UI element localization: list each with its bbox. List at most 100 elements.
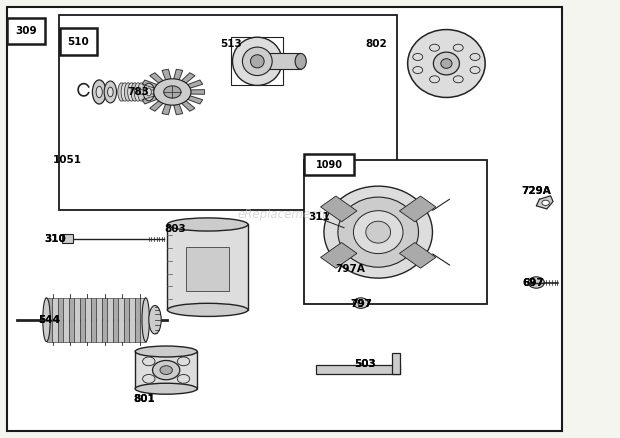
Ellipse shape: [43, 298, 50, 342]
Ellipse shape: [125, 83, 132, 101]
Text: 803: 803: [164, 224, 186, 233]
Circle shape: [528, 277, 544, 288]
Ellipse shape: [366, 221, 391, 243]
Bar: [7, 18, 45, 44]
Ellipse shape: [138, 83, 145, 101]
Circle shape: [430, 76, 440, 83]
Ellipse shape: [167, 304, 248, 317]
Bar: [59, 15, 397, 210]
Ellipse shape: [121, 83, 128, 101]
Ellipse shape: [142, 298, 149, 342]
Bar: [7, 7, 562, 431]
Ellipse shape: [143, 83, 154, 101]
Text: 729A: 729A: [521, 186, 551, 195]
Polygon shape: [182, 73, 195, 83]
Text: 544: 544: [38, 315, 60, 325]
Circle shape: [153, 360, 180, 380]
Polygon shape: [150, 73, 163, 83]
Bar: [74, 298, 79, 342]
Circle shape: [470, 67, 480, 74]
Bar: [129, 298, 135, 342]
Ellipse shape: [128, 83, 135, 101]
Bar: [118, 298, 123, 342]
Ellipse shape: [135, 83, 142, 101]
Circle shape: [453, 76, 463, 83]
Bar: [140, 298, 146, 342]
Text: eReplacementParts.com: eReplacementParts.com: [238, 208, 382, 221]
Bar: [304, 154, 354, 175]
Polygon shape: [174, 104, 183, 115]
Circle shape: [164, 86, 181, 98]
Circle shape: [177, 374, 190, 383]
Polygon shape: [536, 196, 553, 209]
Text: 801: 801: [133, 394, 155, 403]
Ellipse shape: [408, 30, 485, 98]
Polygon shape: [188, 80, 203, 88]
Polygon shape: [142, 96, 157, 104]
Circle shape: [160, 366, 172, 374]
Bar: [91, 298, 96, 342]
Bar: [135, 351, 197, 389]
Ellipse shape: [149, 306, 161, 334]
Ellipse shape: [96, 86, 102, 98]
Bar: [267, 53, 301, 69]
Bar: [186, 247, 229, 291]
Bar: [321, 196, 357, 222]
Text: 310: 310: [45, 234, 66, 244]
Circle shape: [358, 301, 364, 305]
Text: 309: 309: [16, 26, 37, 35]
Ellipse shape: [118, 83, 125, 101]
Bar: [399, 243, 436, 268]
Ellipse shape: [250, 55, 264, 68]
Circle shape: [542, 200, 549, 205]
Ellipse shape: [433, 52, 459, 75]
Text: 510: 510: [67, 37, 89, 46]
Bar: [52, 298, 58, 342]
Ellipse shape: [338, 197, 419, 267]
Ellipse shape: [295, 53, 306, 69]
Bar: [62, 234, 73, 243]
Text: 697: 697: [523, 278, 544, 287]
Ellipse shape: [324, 186, 433, 278]
Text: 311: 311: [309, 212, 330, 222]
Ellipse shape: [167, 218, 248, 231]
Bar: [58, 298, 63, 342]
Text: 544: 544: [38, 315, 60, 325]
Circle shape: [470, 53, 480, 60]
Text: 783: 783: [127, 87, 149, 97]
Bar: [79, 298, 85, 342]
Polygon shape: [182, 101, 195, 111]
Bar: [321, 243, 357, 268]
Bar: [167, 225, 248, 310]
Text: 797: 797: [350, 300, 372, 309]
Bar: [399, 196, 436, 222]
Text: 513: 513: [220, 39, 242, 49]
Text: 1051: 1051: [53, 155, 82, 165]
Text: 802: 802: [366, 39, 388, 49]
Polygon shape: [174, 69, 183, 80]
Text: 797A: 797A: [335, 265, 365, 274]
Bar: [316, 365, 400, 374]
Bar: [60, 28, 97, 55]
Text: 729A: 729A: [521, 186, 551, 195]
Circle shape: [143, 374, 155, 383]
Circle shape: [177, 357, 190, 366]
Ellipse shape: [353, 211, 403, 254]
Bar: [46, 298, 52, 342]
Text: 503: 503: [355, 360, 376, 369]
Ellipse shape: [135, 383, 197, 394]
Ellipse shape: [104, 81, 117, 103]
Bar: [63, 298, 69, 342]
Bar: [69, 298, 74, 342]
Ellipse shape: [441, 59, 452, 68]
Bar: [85, 298, 91, 342]
Circle shape: [154, 79, 191, 105]
Ellipse shape: [135, 346, 197, 357]
Polygon shape: [162, 104, 171, 115]
Ellipse shape: [108, 87, 113, 97]
Text: 801: 801: [133, 394, 155, 403]
Text: 697: 697: [523, 278, 544, 287]
Circle shape: [453, 44, 463, 51]
Text: 1090: 1090: [316, 160, 343, 170]
Circle shape: [430, 44, 440, 51]
